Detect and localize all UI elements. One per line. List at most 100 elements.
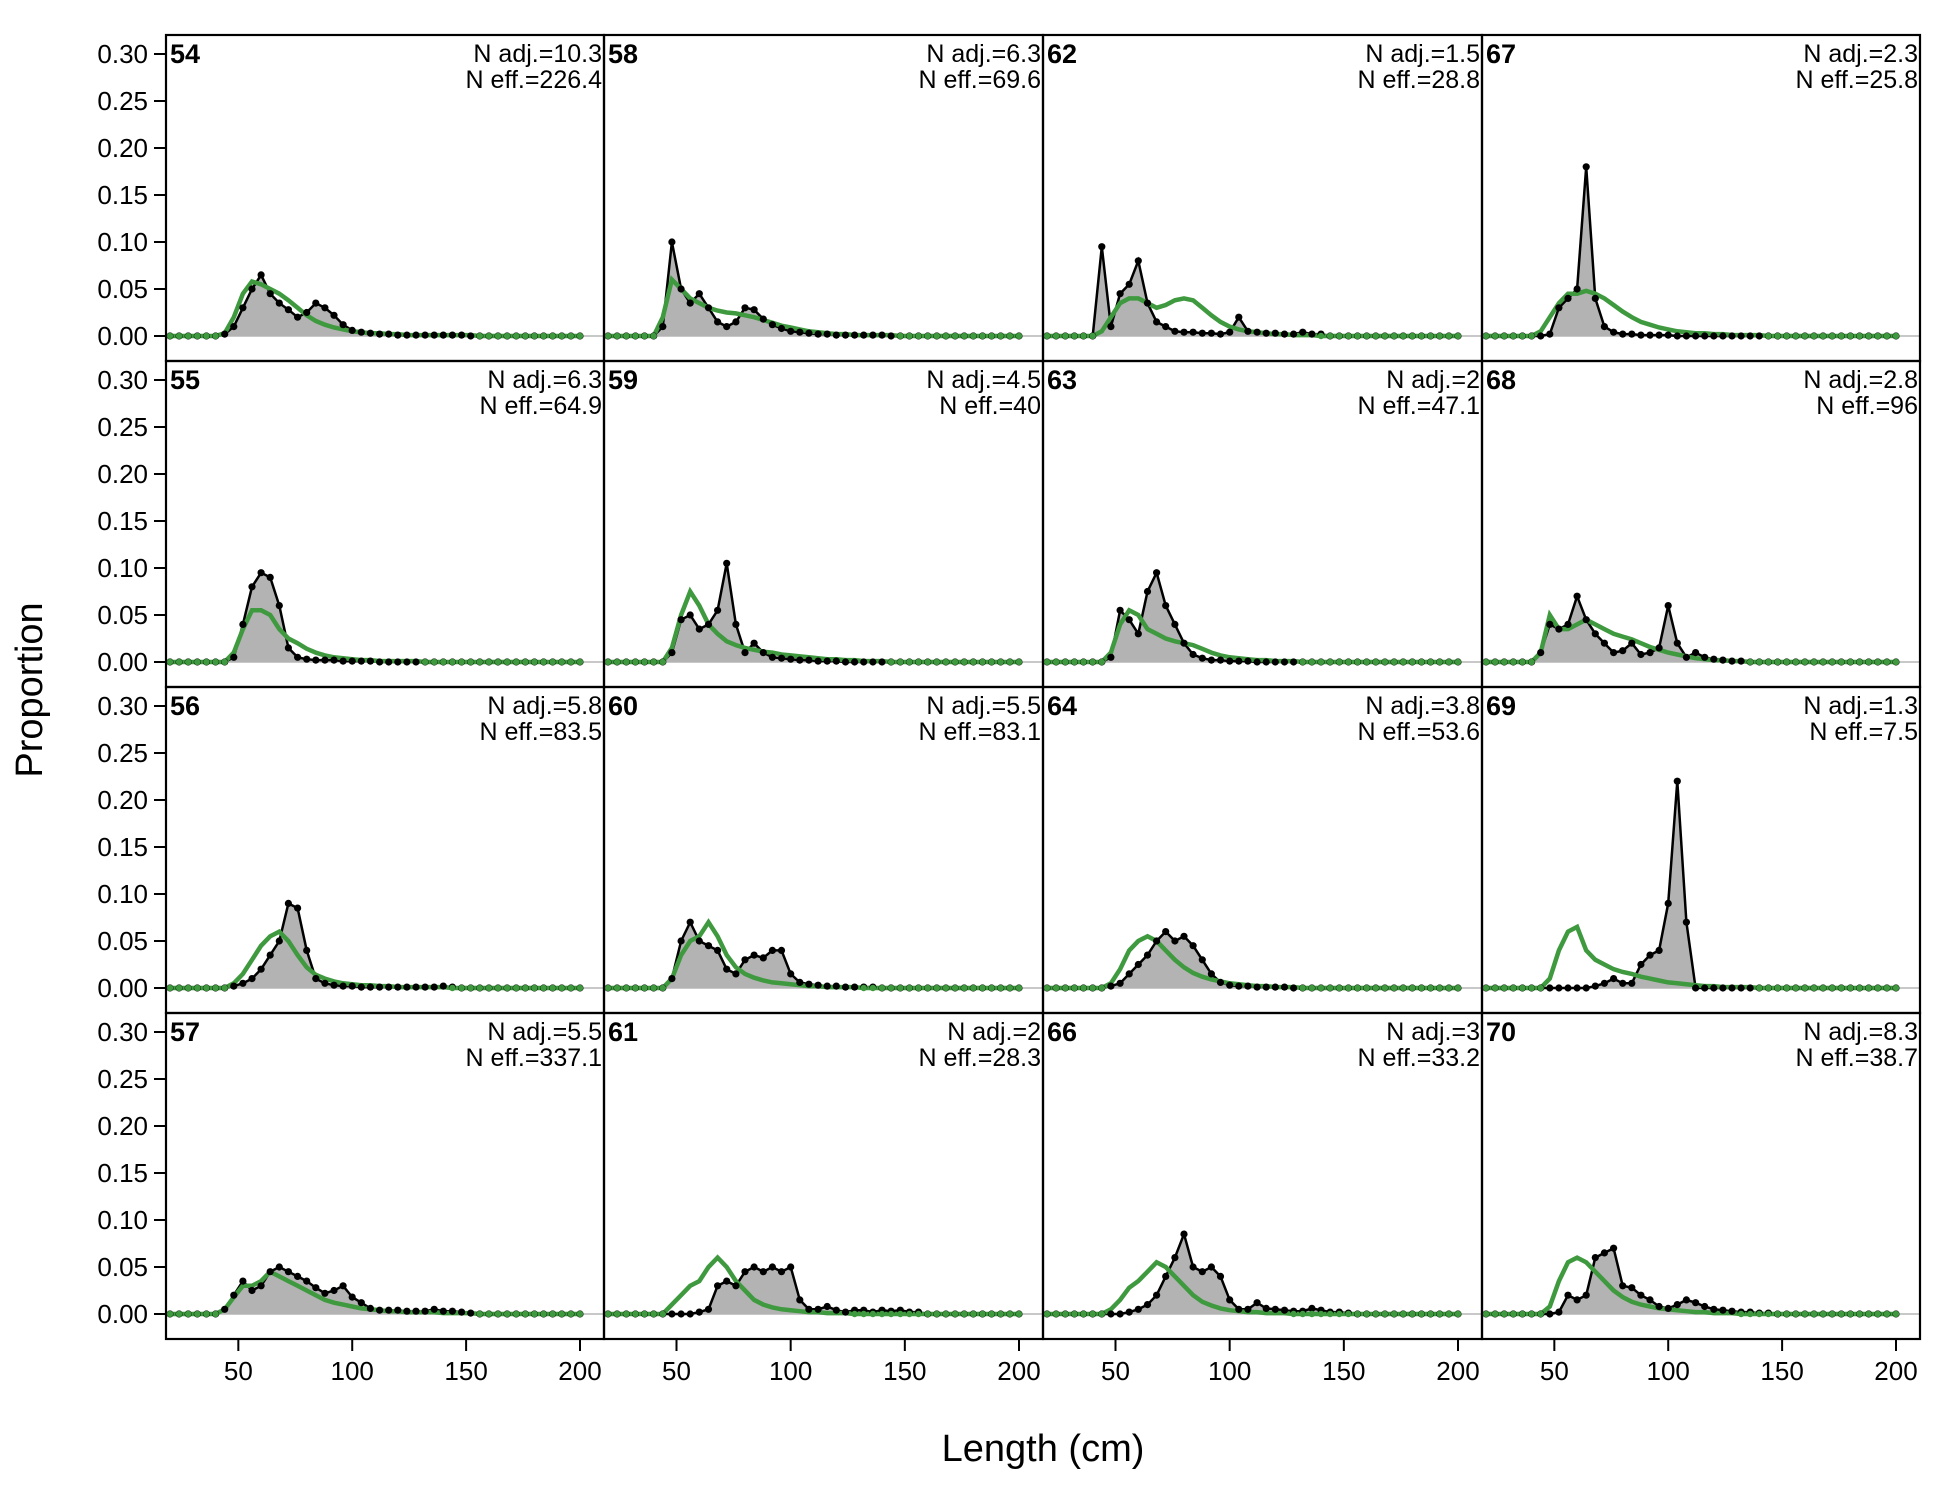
expected-point [961, 658, 968, 666]
observed-point [1573, 592, 1581, 600]
expected-point [1445, 658, 1453, 666]
observed-point [887, 332, 895, 340]
observed-point [1107, 653, 1115, 661]
expected-point [1427, 332, 1434, 340]
expected-point [513, 1310, 520, 1318]
panel-label: 54 [170, 39, 200, 69]
observed-point [1125, 616, 1133, 624]
n-adj-label: N adj.=2.8 [1803, 366, 1918, 394]
x-tick-label: 50 [1540, 1356, 1569, 1386]
expected-point [1865, 984, 1872, 992]
expected-point [549, 984, 556, 992]
expected-point [567, 332, 575, 340]
observed-point [1226, 328, 1234, 336]
expected-point [1829, 658, 1836, 666]
n-eff-label: N eff.=96 [1816, 392, 1918, 420]
n-eff-label: N eff.=33.2 [1357, 1044, 1480, 1072]
observed-point [248, 1286, 256, 1295]
observed-point [704, 620, 713, 629]
observed-point [1253, 658, 1261, 666]
x-tick-label: 150 [1760, 1356, 1803, 1386]
observed-point [403, 331, 411, 339]
observed-point [385, 658, 393, 666]
expected-point [1317, 1310, 1325, 1318]
panel-label: 67 [1486, 39, 1516, 69]
expected-point [1510, 332, 1517, 340]
expected-point [1363, 332, 1370, 340]
expected-point [1400, 984, 1407, 992]
observed-point [421, 1307, 429, 1315]
expected-point [476, 1310, 483, 1318]
expected-point [1801, 658, 1809, 666]
panel-61: 61 N adj.=2N eff.=28.3 [602, 1011, 1045, 1341]
expected-point [1098, 1310, 1106, 1318]
observed-point [1555, 984, 1563, 992]
expected-line [608, 586, 1019, 665]
expected-point [1317, 658, 1325, 666]
expected-point [431, 658, 438, 666]
expected-point [1062, 332, 1069, 340]
observed-point [1655, 946, 1663, 955]
observed-point [704, 1305, 713, 1313]
n-adj-label: N adj.=5.8 [487, 692, 602, 720]
observed-point [1189, 650, 1197, 659]
observed-point [1271, 983, 1279, 991]
observed-point [230, 1291, 238, 1299]
observed-point [1180, 1230, 1188, 1238]
x-tick-label: 50 [662, 1356, 691, 1386]
expected-line [608, 1254, 1019, 1317]
panel-label: 70 [1486, 1017, 1516, 1047]
observed-point [1728, 657, 1736, 665]
expected-point [1098, 984, 1106, 992]
n-eff-label: N eff.=337.1 [466, 1044, 602, 1072]
observed-point [1235, 657, 1243, 665]
observed-point [348, 982, 356, 990]
y-axis-title: Proportion [9, 602, 51, 777]
observed-point [1664, 602, 1672, 610]
observed-point [294, 1272, 302, 1280]
observed-point [1746, 332, 1754, 340]
panel-label: 56 [170, 691, 200, 721]
observed-point [841, 1308, 850, 1316]
expected-point [513, 332, 520, 340]
expected-point [549, 332, 556, 340]
expected-point [1326, 1310, 1334, 1318]
observed-point [275, 937, 283, 945]
observed-point [668, 1310, 676, 1318]
expected-point [1874, 1310, 1882, 1318]
observed-point [1664, 899, 1672, 908]
expected-point [851, 1310, 858, 1318]
expected-point [1883, 1310, 1891, 1318]
expected-point [942, 1310, 950, 1318]
observed-point [741, 1268, 749, 1276]
observed-point [376, 1306, 384, 1314]
observed-point [385, 330, 393, 338]
observed-point [714, 318, 722, 326]
expected-point [1043, 1310, 1051, 1318]
expected-point [869, 984, 877, 992]
expected-point [623, 984, 630, 992]
panel-frame [1480, 1011, 1922, 1341]
expected-point [961, 332, 968, 340]
expected-point [1783, 1310, 1790, 1318]
expected-point [1071, 332, 1078, 340]
observed-line [170, 901, 580, 990]
observed-point [759, 1268, 767, 1276]
observed-point [1692, 984, 1700, 992]
expected-point [1810, 1310, 1818, 1318]
panels-layer: 54 N adj.=10.3N eff.=226.455 N adj.=6.3N e… [164, 33, 1922, 1341]
panel-label: 69 [1486, 691, 1516, 721]
expected-point [1892, 332, 1900, 340]
observed-point [1280, 658, 1289, 666]
expected-point [951, 332, 959, 340]
observed-point [704, 942, 713, 950]
expected-point [567, 658, 575, 666]
expected-line [1486, 923, 1896, 991]
expected-point [979, 984, 986, 992]
expected-point [1015, 984, 1023, 992]
observed-point [1619, 1282, 1627, 1290]
expected-point [567, 1310, 575, 1318]
expected-point [1354, 332, 1361, 340]
expected-point [961, 1310, 968, 1318]
